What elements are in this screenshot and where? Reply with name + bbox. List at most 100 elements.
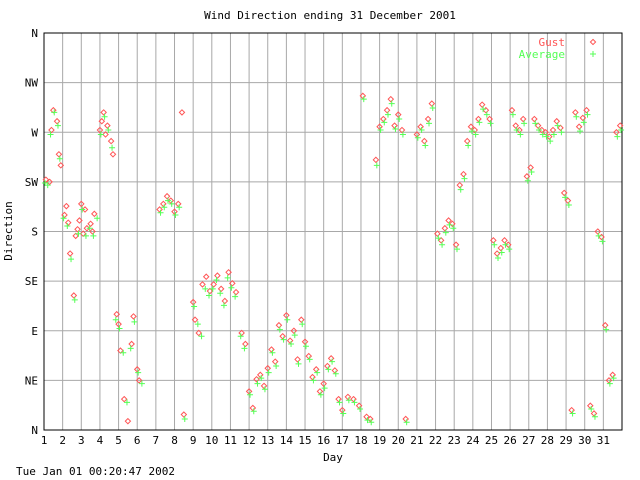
x-tick-label: 14 [280,434,294,447]
average-point [94,215,101,222]
average-point [446,221,453,228]
x-tick-label: 28 [541,434,554,447]
average-point [123,399,130,406]
gust-point [83,224,91,232]
x-tick-label: 19 [373,434,386,447]
average-point [288,340,295,347]
average-point [599,238,606,245]
average-point [381,119,388,126]
average-point [461,175,468,182]
average-point [591,413,598,420]
gust-point [96,126,104,134]
footer-timestamp: Tue Jan 01 00:20:47 2002 [16,465,175,478]
average-point [161,204,168,211]
gust-point [275,321,283,329]
average-point [521,120,528,127]
average-point [368,419,375,426]
gust-point [372,156,380,164]
average-point [198,333,205,340]
gust-point [229,280,236,287]
average-point [168,200,175,207]
average-point [284,316,291,323]
gust-point [167,197,175,204]
gust-point [452,241,460,249]
average-point [157,209,164,216]
average-point [86,225,93,232]
gust-point [478,101,486,108]
gust-point [531,115,538,123]
average-point [399,131,406,138]
gust-point [301,338,309,346]
gust-point [327,355,335,362]
x-tick-label: 27 [522,434,535,447]
gust-point [238,329,245,337]
average-point [498,249,505,256]
gust-point [305,352,313,360]
gust-point [107,137,115,145]
average-point [439,241,446,248]
gust-point [549,126,557,134]
gust-point [335,395,342,403]
average-point [79,206,86,213]
average-point [273,363,280,370]
gust-point [202,273,210,281]
x-tick-label: 16 [317,434,330,447]
y-tick-label: S [31,226,38,239]
gust-point [387,95,395,103]
gust-point [283,312,290,319]
gust-point [471,126,479,134]
gust-point [616,122,624,129]
average-point [472,131,479,138]
average-point [524,177,531,184]
x-tick-label: 6 [134,434,141,447]
gust-point [568,406,575,414]
gust-point [221,297,229,305]
gust-point [206,287,214,295]
average-point [329,358,336,365]
x-tick-label: 18 [354,434,367,447]
gust-point [383,106,391,114]
gust-point [560,189,568,197]
gust-point [538,126,546,134]
gust-point [417,123,424,131]
gust-point [557,124,564,132]
x-tick-label: 23 [448,434,461,447]
average-point [426,120,433,127]
y-tick-label: N [31,27,38,40]
gust-point [534,122,542,129]
gust-point [77,200,85,208]
chart-title: Wind Direction ending 31 December 2001 [204,9,456,22]
average-point [336,399,343,406]
average-point [476,119,483,126]
legend-average-label: Average [519,48,565,61]
gust-point [104,122,111,129]
x-tick-label: 13 [261,434,274,447]
average-point [345,397,352,404]
gust-point [344,393,352,401]
average-point [90,232,97,239]
gust-point [64,219,72,226]
average-point [75,230,82,237]
average-point [269,349,276,356]
average-point [595,232,602,239]
x-tick-label: 29 [559,434,572,447]
average-point [332,370,339,377]
average-point [340,410,347,417]
average-point [457,186,464,193]
average-point [265,369,272,376]
average-point [181,415,188,422]
gust-point [195,329,203,337]
average-point [396,116,403,123]
x-axis-label: Day [323,451,343,464]
x-tick-label: 12 [242,434,255,447]
average-point [580,119,587,126]
average-point [357,406,364,413]
gust-point [214,272,221,279]
gust-point [564,197,572,204]
x-tick-label: 20 [392,434,405,447]
average-point [388,100,395,107]
gust-point [398,126,406,134]
average-point [373,162,380,169]
average-point [97,131,104,138]
gust-point [583,106,590,114]
